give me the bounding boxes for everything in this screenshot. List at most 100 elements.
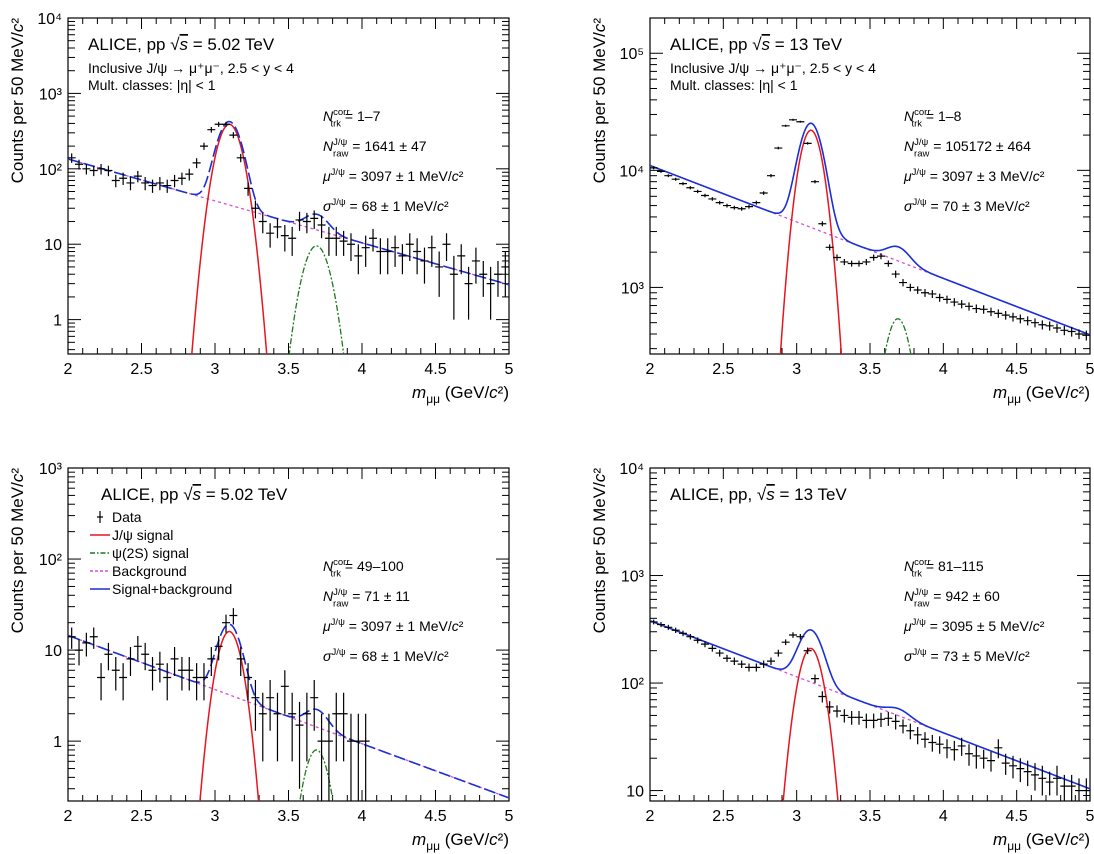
psi2s-signal-curve [884,318,912,354]
data-point [97,663,106,701]
data-points [68,121,509,320]
data-point [840,709,849,723]
data-point [928,290,937,299]
data-point [1075,778,1083,801]
data-point [884,260,893,267]
fit-result: Ncorr trk = 49–100 [323,557,404,579]
data-point [111,174,120,188]
data-point [383,238,392,275]
panel-br: 2 2.5 3 3.5 4 4.5 5 10 10² 10³ 10⁴ mμμ (GeV/c²) Coun… [590,461,1094,853]
data-point [965,744,973,766]
total-fit-curve [68,120,509,286]
data-point [155,176,164,191]
data-point [199,663,208,701]
data-point [82,163,91,175]
data-point [759,191,768,195]
data-point [847,710,856,725]
data-point [1001,753,1010,775]
x-tick-label: 3 [792,361,801,378]
data-point [479,260,488,297]
fit-result: Ncorr trk = 1–7 [323,107,381,129]
data-point [818,691,827,703]
fit-result: μJ/ψ = 3097 ± 1 MeV/c² [322,167,464,184]
panel-subheader: Mult. classes: |η| < 1 [88,77,216,93]
data-point [650,166,658,170]
y-tick-label: 10⁵ [620,46,644,63]
data-point [708,645,717,652]
data-point [1067,774,1076,801]
data-point [965,302,973,311]
data-point [427,235,436,267]
data-point [723,654,731,662]
data-point [708,197,717,201]
data-point [133,635,142,661]
x-tick-label: 4.5 [1006,361,1028,378]
data-point [119,663,128,701]
y-tick-label: 10⁴ [37,11,62,28]
fit-result: NJ/ψ raw = 942 ± 60 [904,587,1000,609]
y-tick-label: 10 [44,643,62,660]
data-point [222,614,231,633]
y-tick-label: 10² [621,676,645,693]
y-tick-label: 10³ [621,280,645,297]
data-point [899,279,907,287]
data-point [471,247,480,284]
data-point [464,266,473,320]
data-point [266,679,275,731]
data-point [987,307,995,317]
data-point [229,132,238,139]
data-point [317,713,326,801]
data-point [501,251,509,297]
data-point [236,153,245,163]
data-point [950,740,959,761]
data-point [884,711,893,726]
data-point [346,713,355,801]
data-point [302,692,311,762]
y-tick-label: 10² [39,162,63,179]
data-point [1075,329,1083,340]
data-point [679,182,687,186]
legend-entry: Data [112,509,142,525]
fit-result: NJ/ψ raw = 105172 ± 464 [904,137,1031,159]
x-tick-label: 2.5 [130,808,152,825]
y-tick-label: 1 [53,734,62,751]
data-points [650,118,1090,341]
data-point [391,235,400,267]
data-point [803,142,812,145]
data-point [332,692,341,762]
y-tick-label: 10³ [621,569,645,586]
data-point [987,751,995,772]
data-point [774,649,783,657]
y-axis-label: Counts per 50 MeV/c² [590,18,609,184]
fit-result: μJ/ψ = 3095 ± 5 MeV/c² [903,617,1045,634]
data-point [192,158,201,169]
data-point [317,215,326,239]
data-point [280,224,289,252]
data-point [332,226,341,256]
jpsi-signal-curve [782,647,839,801]
data-point [361,713,370,801]
panel-header: ALICE, pp √s = 13 TeV [670,35,843,54]
data-point [199,142,208,150]
data-point [737,206,746,211]
fit-result: NJ/ψ raw = 1641 ± 47 [323,137,427,159]
panel-subheader: Inclusive J/ψ → μ⁺μ⁻, 2.5 < y < 4 [88,60,294,76]
fit-result: Ncorr trk = 81–115 [904,557,984,579]
fit-result: σJ/ψ = 70 ± 3 MeV/c² [904,197,1030,214]
x-axis-label: mμμ (GeV/c²) [993,383,1090,406]
data-point [877,712,885,728]
data-point [435,251,444,297]
data-point [913,286,922,294]
data-point [957,737,966,756]
data-point [752,663,761,672]
y-axis-label: Counts per 50 MeV/c² [590,468,609,634]
data-point [715,649,724,657]
data-point [935,293,944,302]
y-tick-label: 10 [44,237,62,254]
data-point [207,127,216,133]
x-tick-label: 4 [939,808,948,825]
data-point [833,254,841,261]
data-point [229,608,238,625]
data-point [664,624,673,630]
panel-header: ALICE, pp, √s = 13 TeV [670,485,847,504]
